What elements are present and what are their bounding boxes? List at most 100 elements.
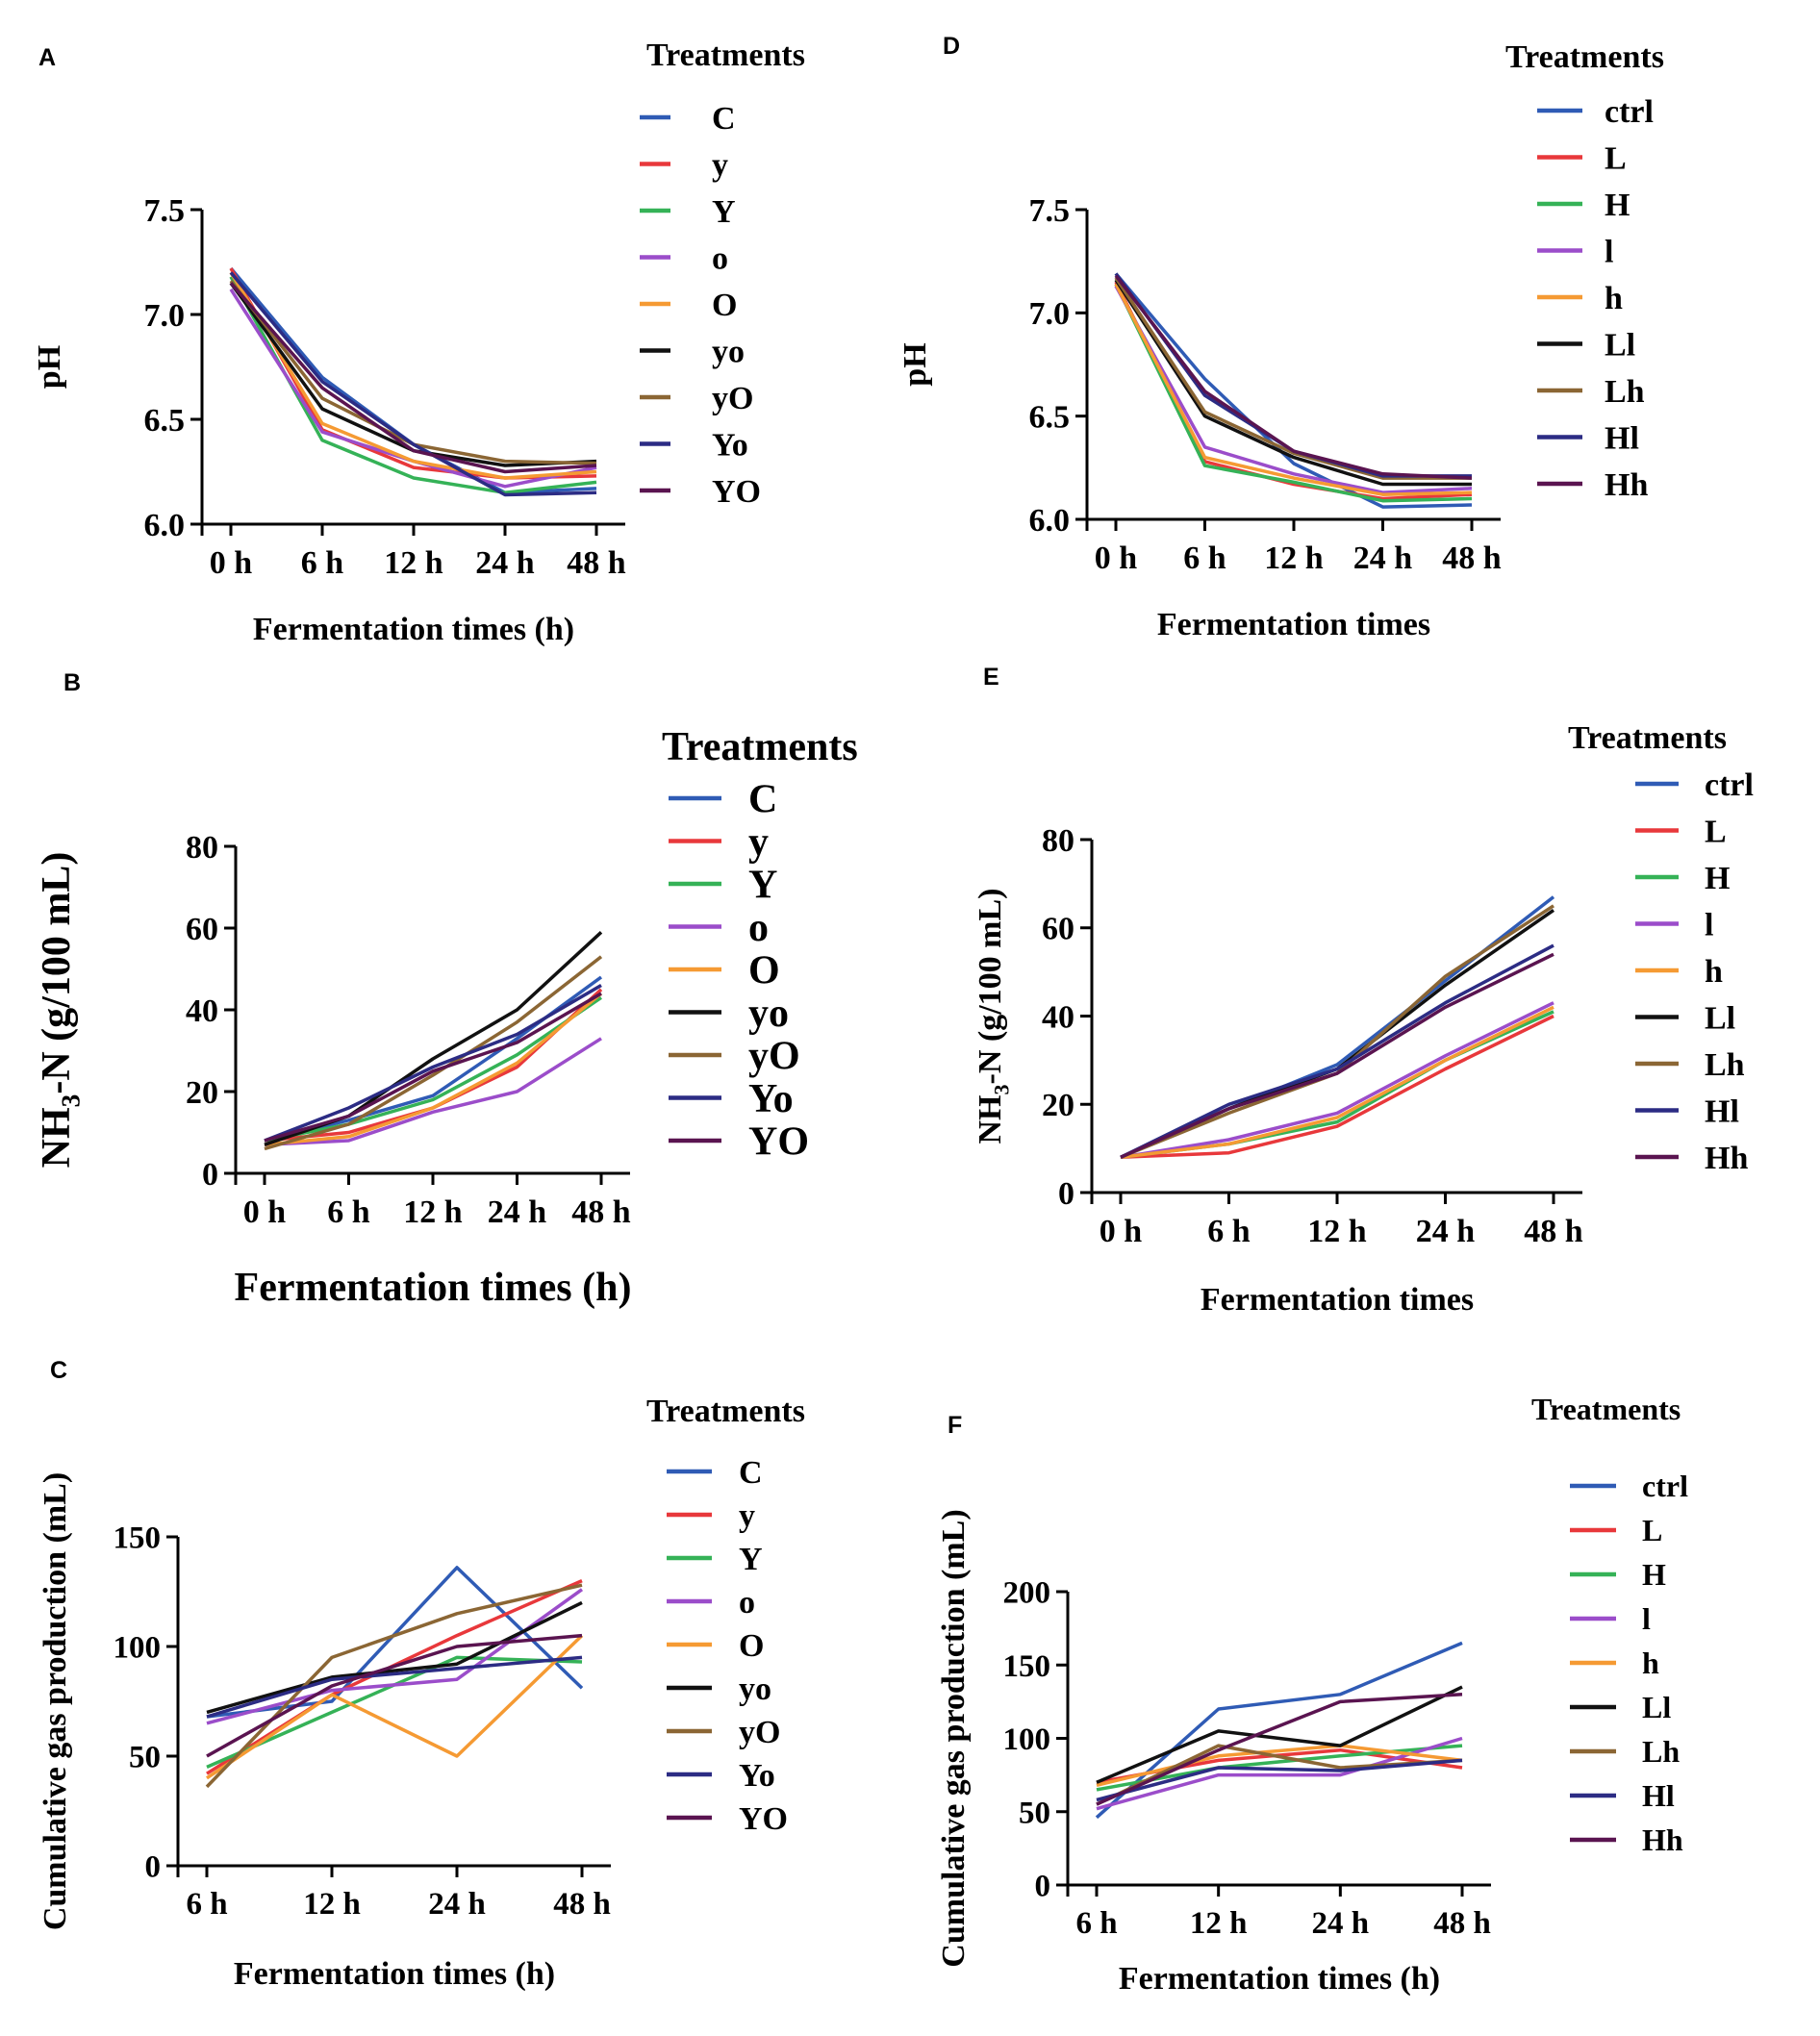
- legend-label: y: [739, 1498, 755, 1534]
- x-tick-label: 48 h: [553, 1887, 611, 1922]
- y-tick-label: 100: [1003, 1722, 1051, 1757]
- x-tick-label: 48 h: [571, 1194, 631, 1230]
- legend-label: Y: [712, 194, 736, 230]
- chart-panel-F: F 0 50 100 150 200 6 h 12 h 24 h 48 h Fermentation…: [936, 1392, 1688, 1997]
- series-line-O: [264, 992, 603, 1147]
- legend-label: Yo: [748, 1077, 794, 1121]
- legend-label: o: [748, 906, 769, 950]
- legend-label: yO: [712, 381, 753, 416]
- legend-label: o: [739, 1585, 755, 1621]
- series-line-H: [1114, 283, 1473, 503]
- y-tick-label: 7.5: [1029, 193, 1071, 229]
- series-line-o: [264, 1037, 602, 1147]
- x-tick-label: 6 h: [186, 1887, 227, 1922]
- y-tick-label: 0: [1035, 1870, 1051, 1904]
- legend-label: Hh: [1605, 467, 1648, 503]
- y-tick-label: 6.5: [1029, 400, 1071, 436]
- legend-label: Yo: [712, 427, 748, 463]
- legend-label: ctrl: [1642, 1469, 1688, 1503]
- legend-label: y: [748, 820, 769, 865]
- y-axis-title: NH3-N (g/100 mL): [35, 852, 86, 1169]
- panel-letter: B: [63, 669, 81, 696]
- legend-label: Hh: [1705, 1141, 1748, 1176]
- chart-panel-B: B 0 20 40 60 80 0 h 6 h 12 h 24 h 48 h Fermentation…: [35, 669, 858, 1310]
- chart-panel-D: D 6.0 6.5 7.0 7.5 0 h 6 h 12 h 24 h 48 h Fermentat…: [897, 33, 1664, 642]
- x-tick-label: 24 h: [488, 1194, 547, 1230]
- y-tick-label: 20: [186, 1075, 218, 1111]
- y-tick-label: 80: [186, 830, 218, 866]
- y-tick-label: 0: [145, 1850, 162, 1885]
- legend-label: h: [1705, 954, 1723, 990]
- series-line-y: [206, 1578, 583, 1775]
- legend-label: h: [1642, 1646, 1659, 1680]
- legend-label: l: [1642, 1601, 1651, 1636]
- legend-label: ctrl: [1605, 94, 1654, 130]
- legend-label: YO: [748, 1120, 809, 1165]
- legend-title: Treatments: [646, 38, 805, 73]
- x-tick-label: 6 h: [301, 545, 344, 581]
- legend-label: L: [1705, 814, 1727, 849]
- series-line-yO: [264, 955, 603, 1151]
- y-tick-label: 60: [1042, 912, 1074, 947]
- series-line-Hl: [1114, 272, 1472, 478]
- legend-label: C: [739, 1455, 763, 1491]
- legend-label: y: [712, 147, 728, 183]
- series-line-Yo: [206, 1655, 583, 1719]
- series-line-h: [1120, 1005, 1555, 1160]
- y-tick-label: 7.5: [144, 193, 186, 229]
- y-tick-label: 20: [1042, 1088, 1074, 1123]
- legend-label: yO: [748, 1035, 800, 1079]
- y-tick-label: 6.5: [144, 403, 186, 439]
- legend-label: L: [1642, 1513, 1662, 1547]
- y-axis-title: Cumulative gas production (mL): [38, 1472, 73, 1930]
- x-axis-title: Fermentation times: [1157, 607, 1430, 642]
- x-tick-label: 12 h: [384, 545, 443, 581]
- x-tick-label: 48 h: [1442, 540, 1502, 576]
- legend-label: H: [1605, 188, 1630, 223]
- legend-label: YO: [712, 474, 761, 510]
- x-tick-label: 12 h: [403, 1194, 463, 1230]
- legend-label: C: [748, 778, 777, 822]
- y-tick-label: 150: [1003, 1649, 1051, 1684]
- legend-label: yo: [712, 334, 745, 369]
- x-tick-label: 0 h: [210, 545, 253, 581]
- series-line-Hh: [1114, 274, 1473, 480]
- x-tick-label: 24 h: [475, 545, 535, 581]
- series-line-O: [229, 271, 597, 480]
- legend-label: o: [712, 240, 728, 276]
- chart-panel-C: C 0 50 100 150 6 h 12 h 24 h 48 h Fermentation ti…: [38, 1357, 805, 1992]
- legend-title: Treatments: [1568, 720, 1727, 756]
- series-line-Ll: [1114, 279, 1472, 487]
- y-axis-title: pH: [32, 345, 67, 389]
- series-line-Lh: [1114, 276, 1472, 480]
- series-line-ctrl: [1095, 1641, 1463, 1820]
- legend-label: l: [1705, 907, 1713, 943]
- x-tick-label: 24 h: [1416, 1214, 1476, 1249]
- legend-label: Yo: [739, 1758, 775, 1794]
- x-tick-label: 48 h: [1433, 1906, 1491, 1941]
- x-tick-label: 24 h: [428, 1887, 486, 1922]
- panel-letter: D: [943, 33, 960, 60]
- legend-title: Treatments: [1531, 1392, 1681, 1426]
- legend-label: Hl: [1705, 1093, 1739, 1129]
- x-axis-title: Fermentation times (h): [235, 1266, 632, 1310]
- legend-label: O: [739, 1628, 764, 1664]
- legend-label: Lh: [1642, 1734, 1680, 1769]
- legend-label: yo: [739, 1672, 771, 1707]
- legend-label: Y: [748, 864, 777, 908]
- legend-title: Treatments: [646, 1394, 805, 1429]
- x-tick-label: 12 h: [303, 1887, 361, 1922]
- y-tick-label: 0: [202, 1157, 218, 1193]
- x-axis-title: Fermentation times: [1201, 1282, 1474, 1318]
- legend-label: Hl: [1642, 1778, 1675, 1813]
- legend-label: Ll: [1705, 1000, 1735, 1036]
- legend-label: H: [1705, 861, 1730, 896]
- legend-label: L: [1605, 140, 1627, 176]
- series-line-YO: [264, 992, 602, 1143]
- x-tick-label: 0 h: [1100, 1214, 1143, 1249]
- y-axis-title: Cumulative gas production (mL): [936, 1509, 972, 1967]
- x-tick-label: 12 h: [1307, 1214, 1367, 1249]
- legend-label: l: [1605, 234, 1613, 269]
- legend-label: yo: [748, 992, 789, 1036]
